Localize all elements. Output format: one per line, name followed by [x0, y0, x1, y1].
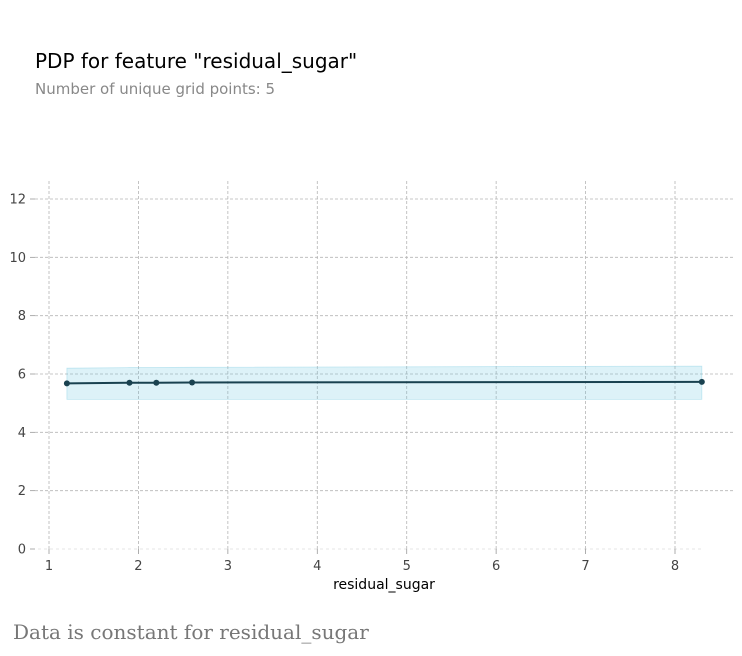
x-tick-label: 3 [224, 559, 232, 574]
grid-layer [30, 181, 734, 554]
data-point [63, 380, 70, 387]
x-tick-label: 2 [134, 559, 142, 574]
x-tick-label: 7 [581, 559, 589, 574]
y-tick-label: 8 [18, 309, 26, 324]
x-axis-label: residual_sugar [333, 577, 435, 593]
y-tick-label: 4 [18, 426, 26, 441]
y-tick-label: 2 [18, 484, 26, 499]
x-tick-label: 4 [313, 559, 321, 574]
x-tick-label: 6 [492, 559, 500, 574]
data-point [153, 379, 160, 386]
data-point [126, 379, 133, 386]
x-tick-label: 8 [671, 559, 679, 574]
x-tick-label: 1 [45, 559, 53, 574]
footnote: Data is constant for residual_sugar [13, 620, 369, 644]
series-points-layer [63, 378, 705, 387]
data-point [698, 378, 705, 385]
chart-subtitle: Number of unique grid points: 5 [35, 80, 276, 98]
data-point [189, 379, 196, 386]
y-tick-label: 10 [9, 251, 26, 266]
y-tick-label: 0 [18, 543, 26, 558]
chart-title: PDP for feature "residual_sugar" [35, 49, 358, 73]
x-tick-label: 5 [403, 559, 411, 574]
y-tick-label: 6 [18, 368, 26, 383]
y-tick-label: 12 [9, 193, 26, 208]
